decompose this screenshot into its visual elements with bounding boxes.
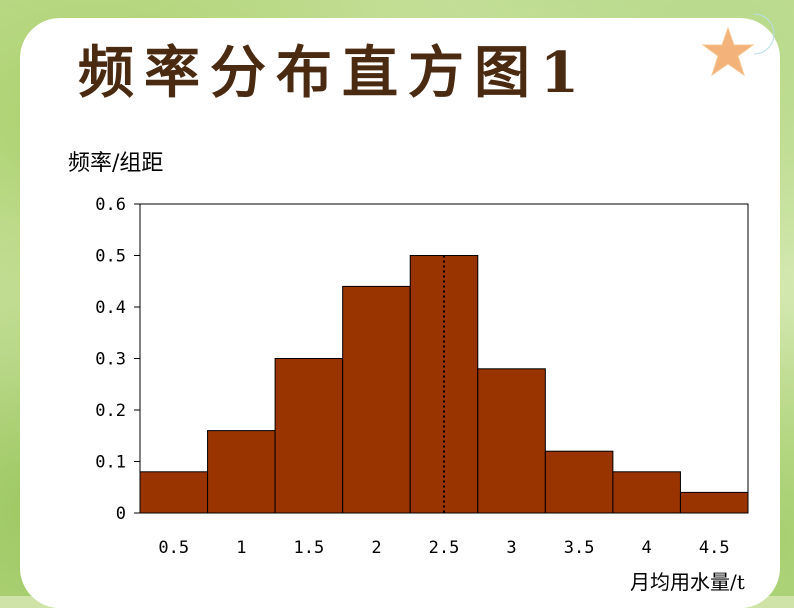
histogram-bar <box>274 358 344 514</box>
x-tick-label: 3.5 <box>564 538 595 558</box>
x-tick-label: 2.5 <box>429 538 460 558</box>
x-tick-label: 3 <box>506 538 516 558</box>
histogram-bar <box>612 471 681 514</box>
y-axis-label: 频率/组距 <box>68 151 164 176</box>
histogram-bar <box>207 430 276 514</box>
histogram-bar <box>342 285 411 514</box>
histogram-bar <box>477 368 546 514</box>
histogram-bar <box>139 471 209 514</box>
y-tick-label: 0.2 <box>95 401 126 421</box>
x-tick-label: 4.5 <box>699 538 730 558</box>
histogram-bar <box>409 255 479 514</box>
y-tick-label: 0.3 <box>95 350 126 370</box>
page-title: 频率分布直方图1 <box>78 40 589 106</box>
x-tick-label: 1 <box>236 538 246 558</box>
x-axis-label: 月均用水量/t <box>630 570 745 594</box>
histogram-bar <box>679 491 749 514</box>
y-tick-label: 0.5 <box>95 247 126 267</box>
x-tick-label: 1.5 <box>294 538 325 558</box>
x-tick-label: 2 <box>371 538 381 558</box>
moon-icon <box>753 13 775 55</box>
y-tick-label: 0.4 <box>95 298 126 318</box>
y-tick-label: 0 <box>116 504 126 524</box>
x-tick-label: 0.5 <box>158 538 189 558</box>
star-icon <box>701 26 755 77</box>
x-tick-label: 4 <box>642 538 652 558</box>
y-tick-label: 0.1 <box>95 453 126 473</box>
y-tick-label: 0.6 <box>95 195 126 215</box>
histogram-bar <box>544 450 614 514</box>
